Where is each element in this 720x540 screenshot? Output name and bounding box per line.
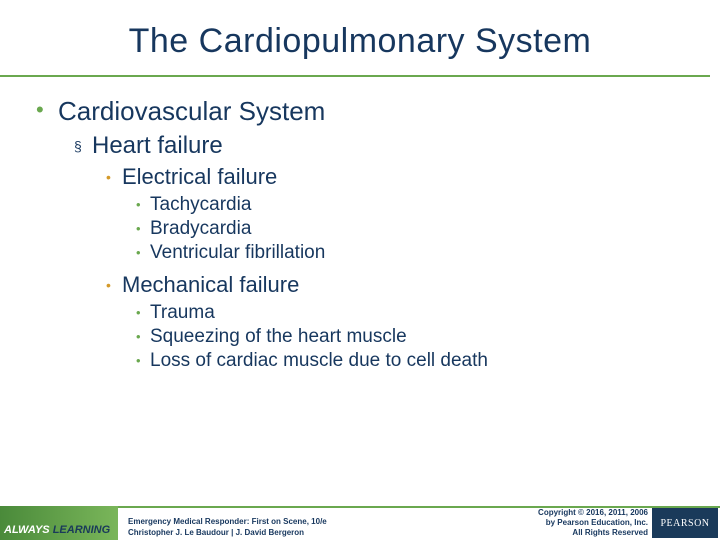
pearson-logo: PEARSON <box>652 508 718 538</box>
bullet-l4b: • Bradycardia <box>136 217 720 241</box>
footer-copyright: Copyright © 2016, 2011, 2006 by Pearson … <box>538 508 648 538</box>
l2-text: Heart failure <box>92 131 223 161</box>
l4c-text: Ventricular fibrillation <box>150 241 325 265</box>
bullet-l3a: • Electrical failure <box>106 163 720 191</box>
bullet-dot-icon: • <box>136 325 150 349</box>
bullet-l3b: • Mechanical failure <box>106 271 720 299</box>
l4b-text: Bradycardia <box>150 217 251 241</box>
footer: ALWAYS LEARNING Emergency Medical Respon… <box>0 506 720 540</box>
bullet-dot-icon: • <box>136 193 150 217</box>
footer-book-info: Emergency Medical Responder: First on Sc… <box>128 516 327 538</box>
bullet-dot-icon: • <box>136 301 150 325</box>
learning-text: LEARNING <box>53 524 110 536</box>
bullet-square-icon: § <box>74 131 92 161</box>
l4f-text: Loss of cardiac muscle due to cell death <box>150 349 488 373</box>
slide-title: The Cardiopulmonary System <box>0 0 720 61</box>
copy-l1: Copyright © 2016, 2011, 2006 <box>538 508 648 518</box>
bullet-dot-icon: • <box>36 95 58 125</box>
book-authors: Christopher J. Le Baudour | J. David Ber… <box>128 527 327 538</box>
always-text: ALWAYS <box>4 524 50 536</box>
bullet-dot-icon: • <box>106 163 122 191</box>
bullet-dot-icon: • <box>136 217 150 241</box>
bullet-dot-icon: • <box>136 241 150 265</box>
copy-l3: All Rights Reserved <box>538 528 648 538</box>
bullet-l4a: • Tachycardia <box>136 193 720 217</box>
bullet-l4e: • Squeezing of the heart muscle <box>136 325 720 349</box>
bullet-l2: § Heart failure <box>74 131 720 161</box>
l1-text: Cardiovascular System <box>58 95 325 127</box>
bullet-l4f: • Loss of cardiac muscle due to cell dea… <box>136 349 720 373</box>
content-area: • Cardiovascular System § Heart failure … <box>0 77 720 373</box>
l3b-text: Mechanical failure <box>122 271 299 299</box>
bullet-l1: • Cardiovascular System <box>36 95 720 127</box>
bullet-l4d: • Trauma <box>136 301 720 325</box>
copy-l2: by Pearson Education, Inc. <box>538 518 648 528</box>
l4e-text: Squeezing of the heart muscle <box>150 325 407 349</box>
l4d-text: Trauma <box>150 301 215 325</box>
always-learning-logo: ALWAYS LEARNING <box>4 524 110 536</box>
l3a-text: Electrical failure <box>122 163 277 191</box>
bullet-dot-icon: • <box>136 349 150 373</box>
l4a-text: Tachycardia <box>150 193 251 217</box>
book-title: Emergency Medical Responder: First on Sc… <box>128 516 327 527</box>
bullet-dot-icon: • <box>106 271 122 299</box>
bullet-l4c: • Ventricular fibrillation <box>136 241 720 265</box>
